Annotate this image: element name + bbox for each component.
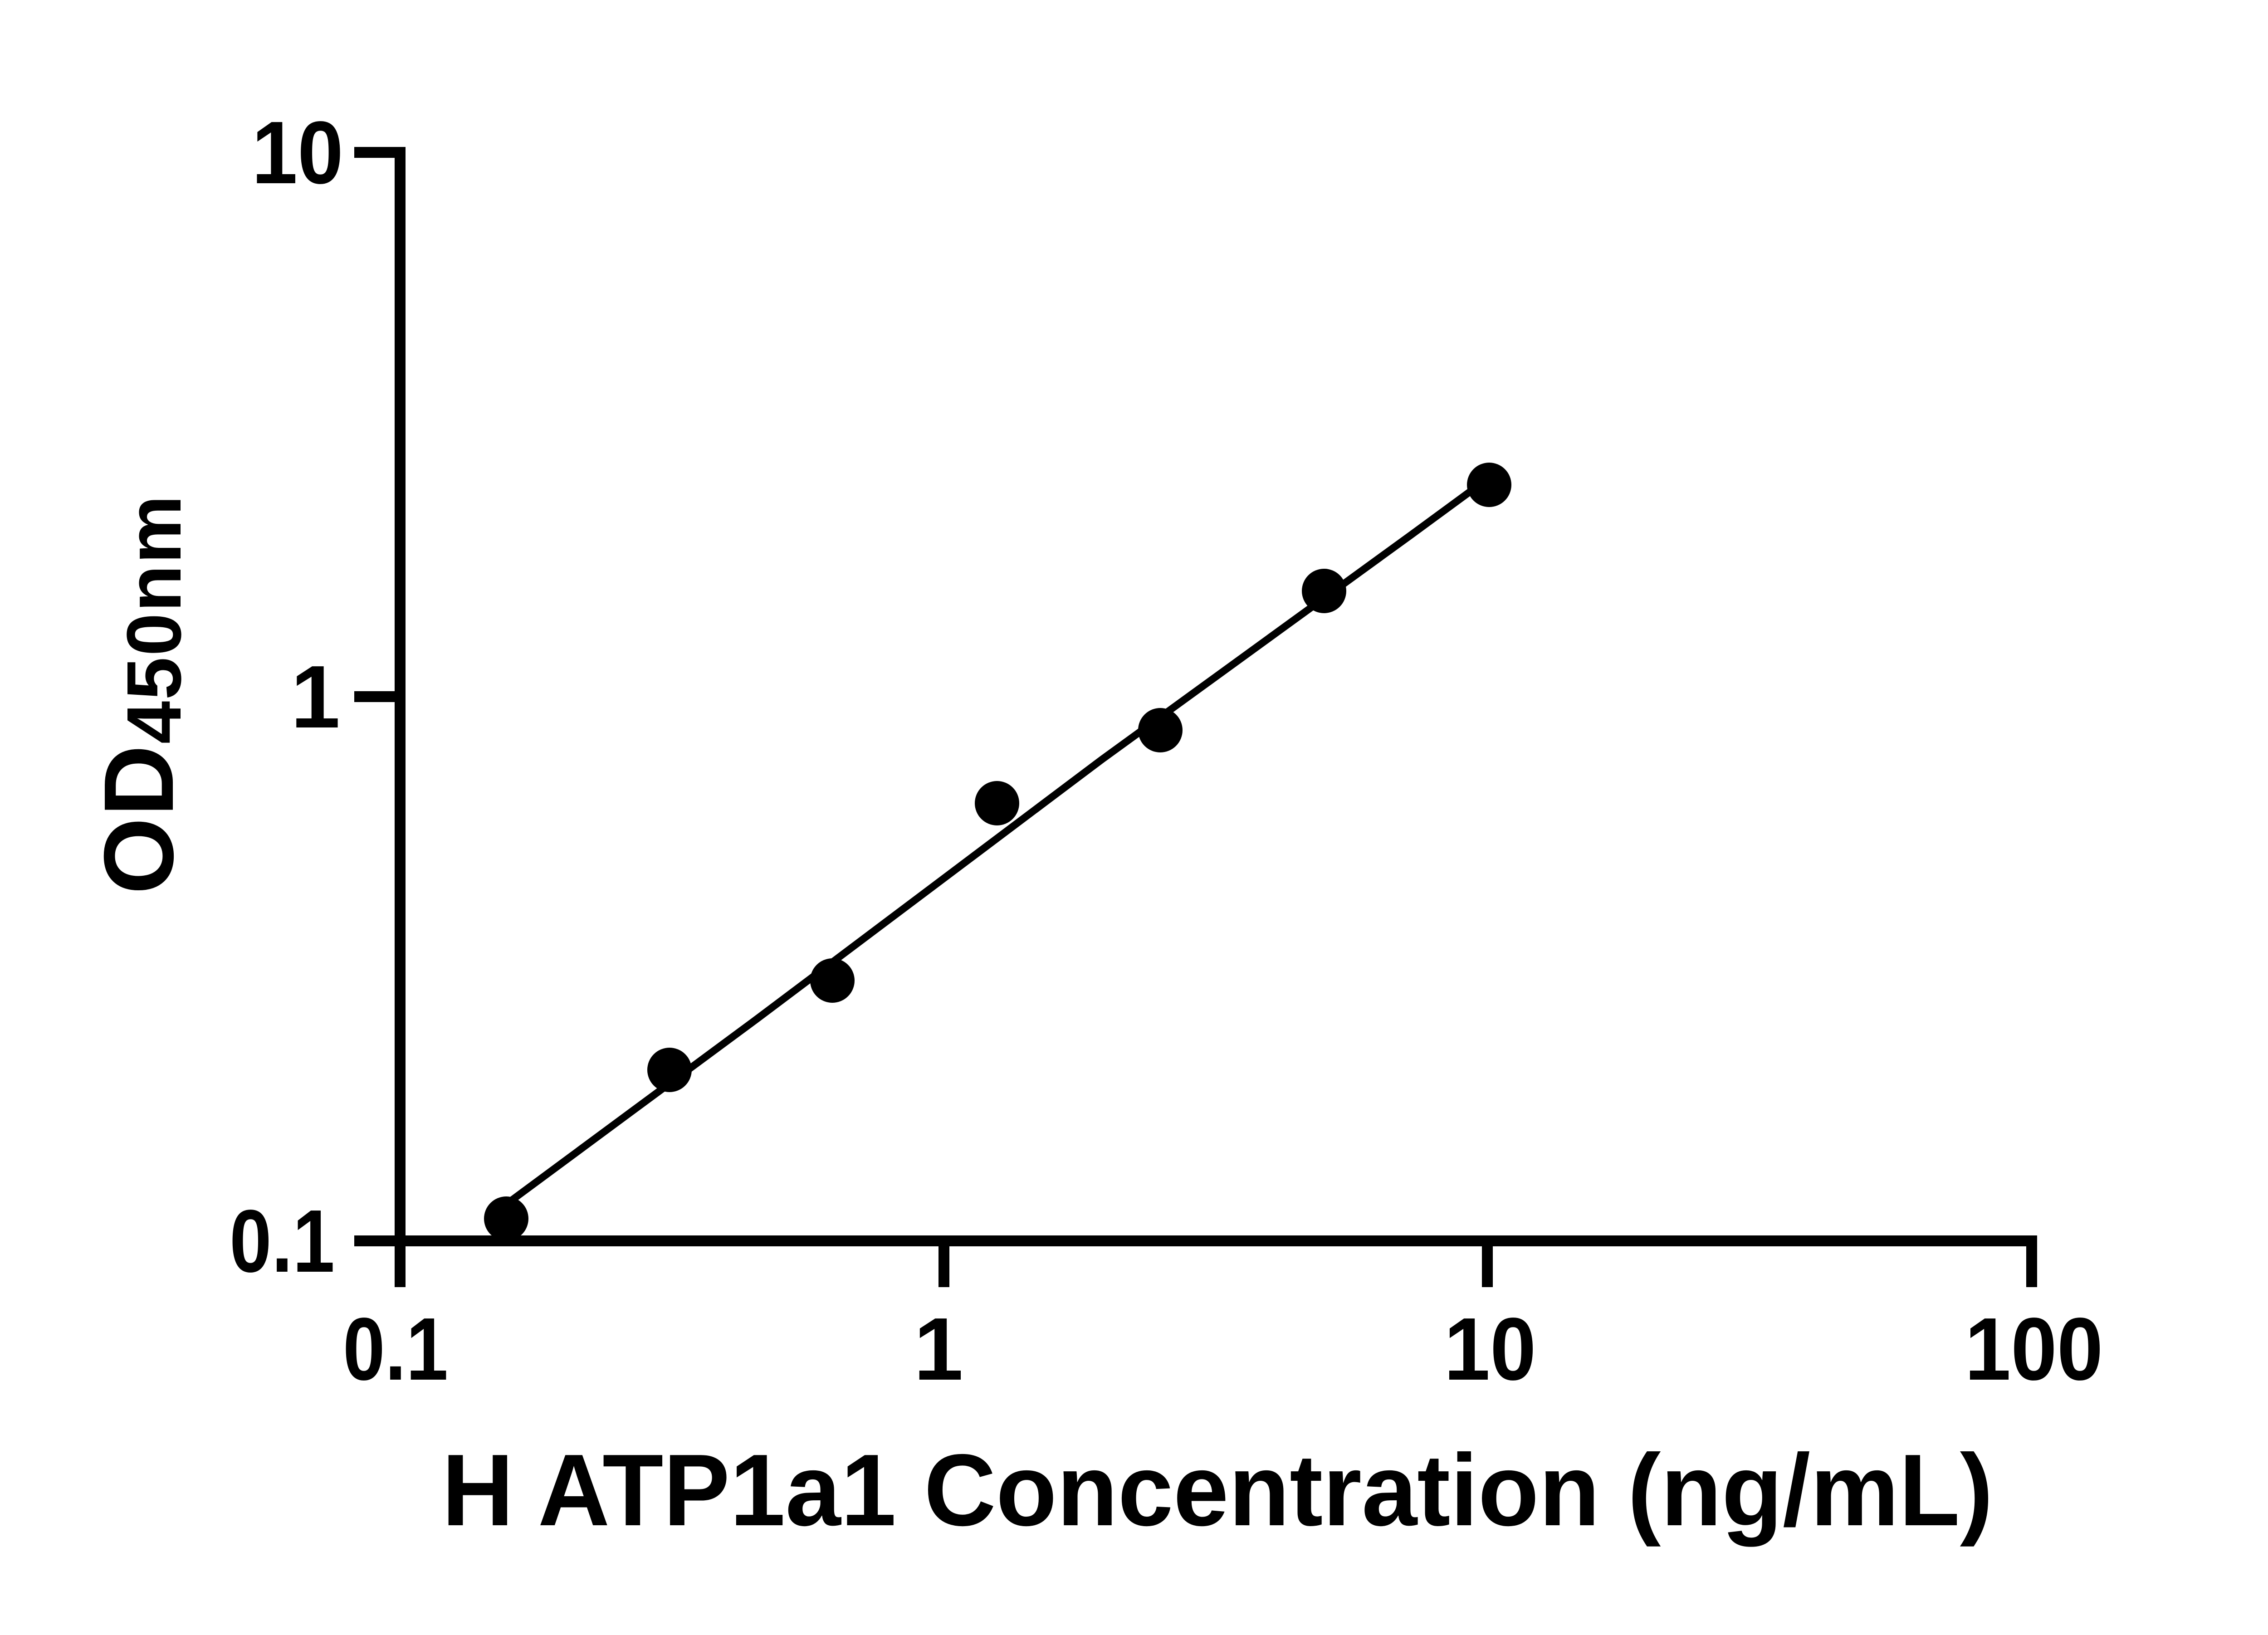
- svg-text:10: 10: [252, 103, 343, 202]
- svg-text:100: 100: [1965, 1299, 2103, 1399]
- svg-text:1: 1: [291, 647, 340, 747]
- svg-text:0.1: 0.1: [230, 1191, 335, 1291]
- svg-text:0.1: 0.1: [343, 1299, 448, 1399]
- svg-text:OD450nm: OD450nm: [84, 495, 197, 894]
- svg-text:H ATP1a1 Concentration (ng/mL): H ATP1a1 Concentration (ng/mL): [442, 1433, 1993, 1547]
- svg-text:10: 10: [1444, 1299, 1536, 1399]
- svg-text:1: 1: [914, 1299, 963, 1399]
